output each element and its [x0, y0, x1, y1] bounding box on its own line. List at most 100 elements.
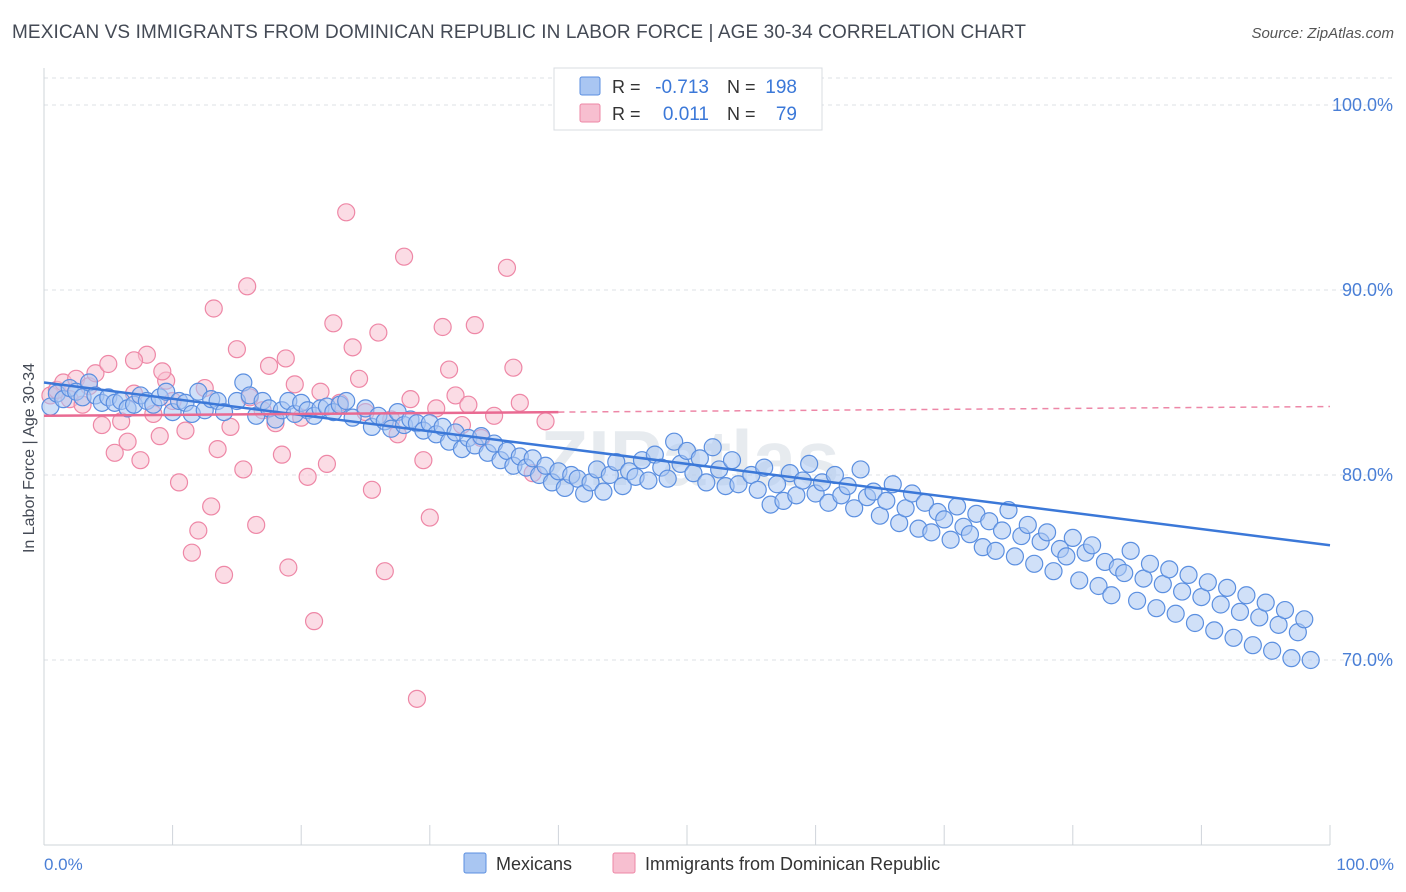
point-dominican — [446, 386, 465, 405]
point-mexicans — [1301, 650, 1320, 670]
trend-line-dominican — [43, 410, 559, 418]
point-dominican — [118, 432, 137, 451]
point-dominican — [279, 558, 298, 577]
legend-n-value: 198 — [765, 77, 797, 98]
point-dominican — [362, 480, 382, 499]
point-dominican — [214, 565, 234, 585]
point-dominican — [465, 316, 484, 335]
point-mexicans — [1082, 536, 1102, 555]
point-dominican — [414, 451, 433, 470]
point-mexicans — [1063, 528, 1082, 548]
point-dominican — [92, 415, 111, 435]
point-dominican — [485, 406, 504, 425]
point-dominican — [317, 454, 337, 473]
legend-swatch-mexicans — [579, 76, 601, 96]
point-mexicans — [337, 391, 356, 411]
legend-swatch-mexicans — [463, 852, 487, 874]
point-mexicans — [214, 403, 234, 422]
point-mexicans — [1205, 621, 1224, 640]
point-dominican — [169, 473, 189, 492]
x-axis-max-label: 100.0% — [1336, 855, 1394, 874]
point-mexicans — [1166, 604, 1185, 623]
x-axis-min-label: 0.0% — [44, 855, 83, 874]
point-mexicans — [1173, 582, 1192, 601]
point-mexicans — [992, 521, 1012, 540]
point-dominican — [272, 445, 292, 464]
point-mexicans — [1179, 565, 1198, 585]
point-mexicans — [1025, 554, 1044, 573]
point-dominican — [510, 393, 529, 412]
legend-label-dominican: Immigrants from Dominican Republic — [645, 854, 940, 874]
point-dominican — [153, 362, 172, 381]
point-dominican — [304, 612, 324, 631]
point-dominican — [433, 317, 452, 337]
trend-line-mexicans — [43, 381, 1331, 547]
point-mexicans — [1230, 602, 1250, 622]
point-dominican — [285, 375, 304, 394]
point-dominican — [208, 440, 227, 459]
point-mexicans — [922, 523, 941, 542]
point-mexicans — [594, 482, 613, 501]
point-mexicans — [935, 510, 954, 529]
x-axis-ticks — [43, 825, 1331, 845]
point-dominican — [227, 340, 246, 359]
point-mexicans — [1115, 563, 1134, 583]
point-mexicans — [851, 460, 870, 479]
legend-r-value: 0.011 — [663, 104, 709, 125]
point-mexicans — [1256, 593, 1275, 612]
point-dominican — [497, 258, 517, 277]
point-dominican — [276, 349, 295, 368]
trend-lines — [43, 381, 1331, 547]
legend-r-label: R = — [612, 77, 641, 97]
point-mexicans — [607, 452, 626, 472]
point-dominican — [504, 358, 523, 377]
point-dominican — [349, 369, 369, 388]
legend-n-value: 79 — [776, 104, 797, 125]
point-dominican — [536, 412, 555, 431]
legend-swatch-dominican — [612, 852, 636, 874]
point-mexicans — [1263, 641, 1282, 660]
point-mexicans — [1211, 595, 1230, 614]
point-mexicans — [1237, 586, 1256, 605]
y-tick-label: 90.0% — [1342, 280, 1393, 300]
point-dominican — [401, 390, 420, 409]
point-dominican — [234, 460, 253, 479]
point-mexicans — [941, 530, 960, 549]
legend-n-label: N = — [727, 104, 756, 124]
point-dominican — [394, 247, 414, 266]
point-dominican — [238, 277, 257, 296]
source-credit: Source: ZipAtlas.com — [1251, 25, 1394, 42]
point-mexicans — [845, 499, 864, 518]
point-mexicans — [986, 541, 1005, 560]
legend-n-label: N = — [727, 77, 756, 97]
legend-r-label: R = — [612, 104, 641, 124]
point-dominican — [407, 689, 427, 708]
point-dominican — [459, 395, 478, 414]
point-mexicans — [1121, 541, 1140, 560]
point-dominican — [99, 354, 118, 374]
point-dominican — [337, 203, 356, 222]
point-mexicans — [690, 449, 709, 468]
point-dominican — [375, 562, 394, 581]
point-mexicans — [960, 525, 980, 544]
point-mexicans — [1005, 547, 1025, 566]
point-dominican — [420, 508, 439, 527]
point-dominican — [369, 323, 388, 342]
y-tick-label: 100.0% — [1332, 95, 1393, 115]
point-mexicans — [703, 438, 722, 457]
point-dominican — [176, 421, 195, 440]
point-mexicans — [665, 432, 684, 451]
point-mexicans — [877, 491, 896, 510]
point-mexicans — [1057, 547, 1076, 566]
point-mexicans — [658, 469, 677, 488]
chart-title: MEXICAN VS IMMIGRANTS FROM DOMINICAN REP… — [12, 22, 1027, 43]
point-mexicans — [1160, 560, 1179, 579]
point-mexicans — [1147, 599, 1166, 618]
point-dominican — [298, 467, 317, 486]
point-mexicans — [729, 475, 748, 494]
point-mexicans — [1275, 600, 1295, 620]
legend-label-mexicans: Mexicans — [496, 854, 572, 874]
point-mexicans — [748, 480, 767, 499]
point-mexicans — [1044, 562, 1063, 581]
